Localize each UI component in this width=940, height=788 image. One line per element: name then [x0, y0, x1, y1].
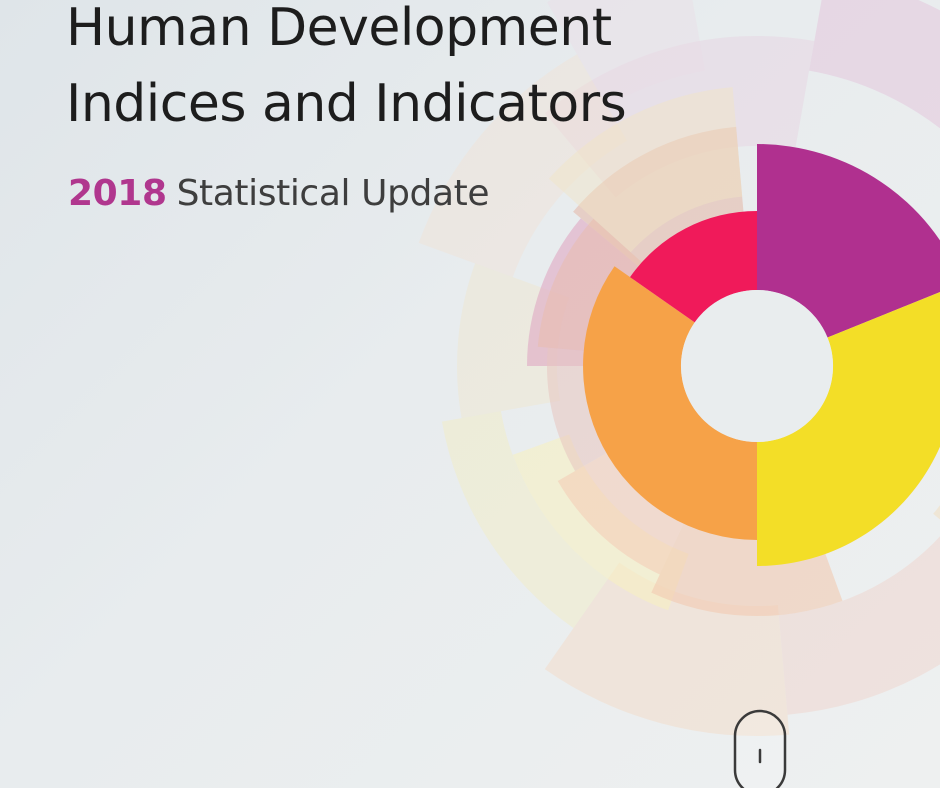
- subtitle: 2018 Statistical Update: [68, 172, 490, 216]
- main-colored-segments: [583, 144, 940, 566]
- segment-red: [630, 211, 757, 323]
- inner-ring-segment: [537, 218, 646, 353]
- faint-ring-segment: [547, 0, 705, 107]
- faint-ring-segment: [418, 54, 627, 278]
- segment-orange: [583, 266, 757, 540]
- faint-ring-segment: [809, 0, 940, 129]
- subtitle-year: 2018: [68, 173, 167, 214]
- subtitle-text: Statistical Update: [176, 173, 490, 214]
- faint-ring-segment: [441, 411, 608, 629]
- faint-ring-segment: [933, 505, 940, 520]
- segment-purple: [757, 144, 940, 338]
- faint-ring-segment: [778, 536, 940, 715]
- faint-ring-segment: [544, 35, 815, 198]
- segment-yellow: [757, 292, 940, 566]
- inner-ring-segment: [548, 87, 743, 253]
- title-line-1: Human Development: [66, 0, 612, 58]
- inner-ring-segment: [573, 126, 744, 270]
- title-line-2: Indices and Indicators: [66, 74, 627, 134]
- center-disc: [681, 290, 833, 442]
- scroll-mouse-icon[interactable]: [732, 708, 788, 788]
